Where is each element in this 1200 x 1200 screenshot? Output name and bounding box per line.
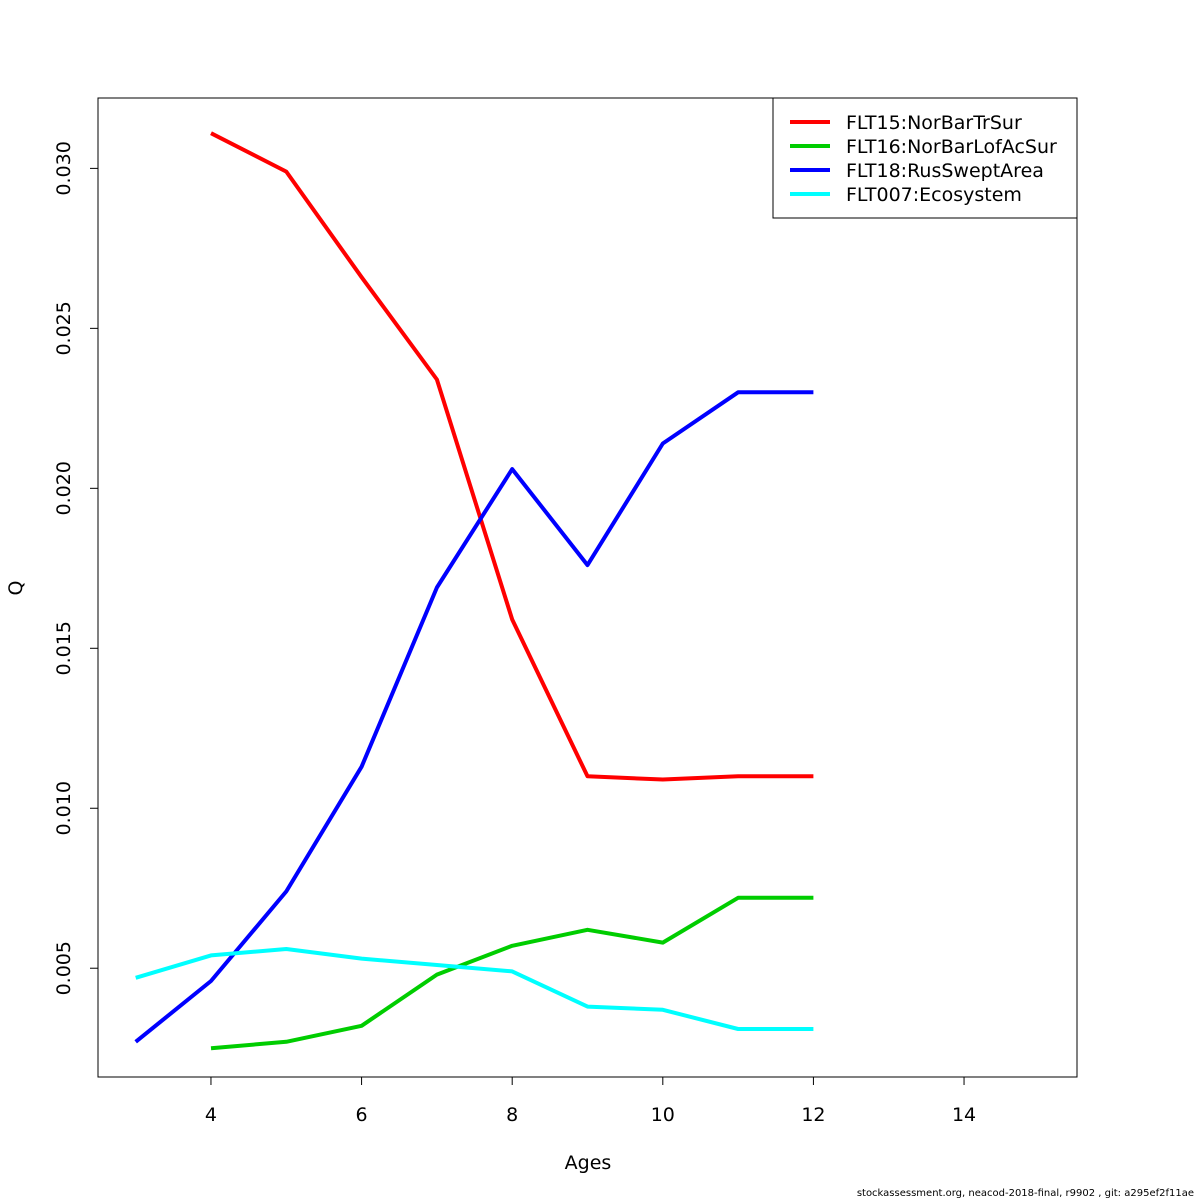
legend-label: FLT15:NorBarTrSur bbox=[846, 112, 1022, 134]
x-tick-label: 14 bbox=[952, 1104, 976, 1126]
legend-label: FLT007:Ecosystem bbox=[846, 184, 1022, 206]
x-tick-label: 8 bbox=[506, 1104, 518, 1126]
series-line-3 bbox=[135, 947, 814, 1031]
x-tick-label: 12 bbox=[801, 1104, 825, 1126]
y-tick-label: 0.005 bbox=[53, 941, 75, 995]
series-line-1 bbox=[210, 895, 814, 1051]
legend-box bbox=[772, 97, 1078, 219]
series-lines bbox=[134, 131, 814, 1051]
y-tick-label: 0.020 bbox=[53, 461, 75, 515]
series-line-0 bbox=[210, 131, 814, 782]
y-tick-label: 0.015 bbox=[53, 621, 75, 675]
legend-label: FLT16:NorBarLofAcSur bbox=[846, 136, 1057, 158]
x-tick-label: 10 bbox=[651, 1104, 675, 1126]
y-axis: 0.005 0.010 0.015 0.020 0.025 0.030 bbox=[53, 141, 98, 995]
y-tick-label: 0.030 bbox=[53, 141, 75, 195]
footer-credit: stockassessment.org, neacod-2018-final, … bbox=[856, 1188, 1194, 1199]
legend: FLT15:NorBarTrSurFLT16:NorBarLofAcSurFLT… bbox=[772, 97, 1078, 219]
legend-label: FLT18:RusSweptArea bbox=[846, 160, 1044, 182]
x-axis-label: Ages bbox=[565, 1152, 612, 1174]
y-tick-label: 0.010 bbox=[53, 781, 75, 835]
y-tick-label: 0.025 bbox=[53, 301, 75, 355]
x-axis: 4 6 8 10 12 14 bbox=[205, 1077, 976, 1126]
series-line-2 bbox=[134, 390, 814, 1044]
x-tick-label: 4 bbox=[205, 1104, 217, 1126]
x-tick-label: 6 bbox=[356, 1104, 368, 1126]
y-axis-label: Q bbox=[5, 581, 27, 596]
plot-frame bbox=[97, 97, 1078, 1078]
